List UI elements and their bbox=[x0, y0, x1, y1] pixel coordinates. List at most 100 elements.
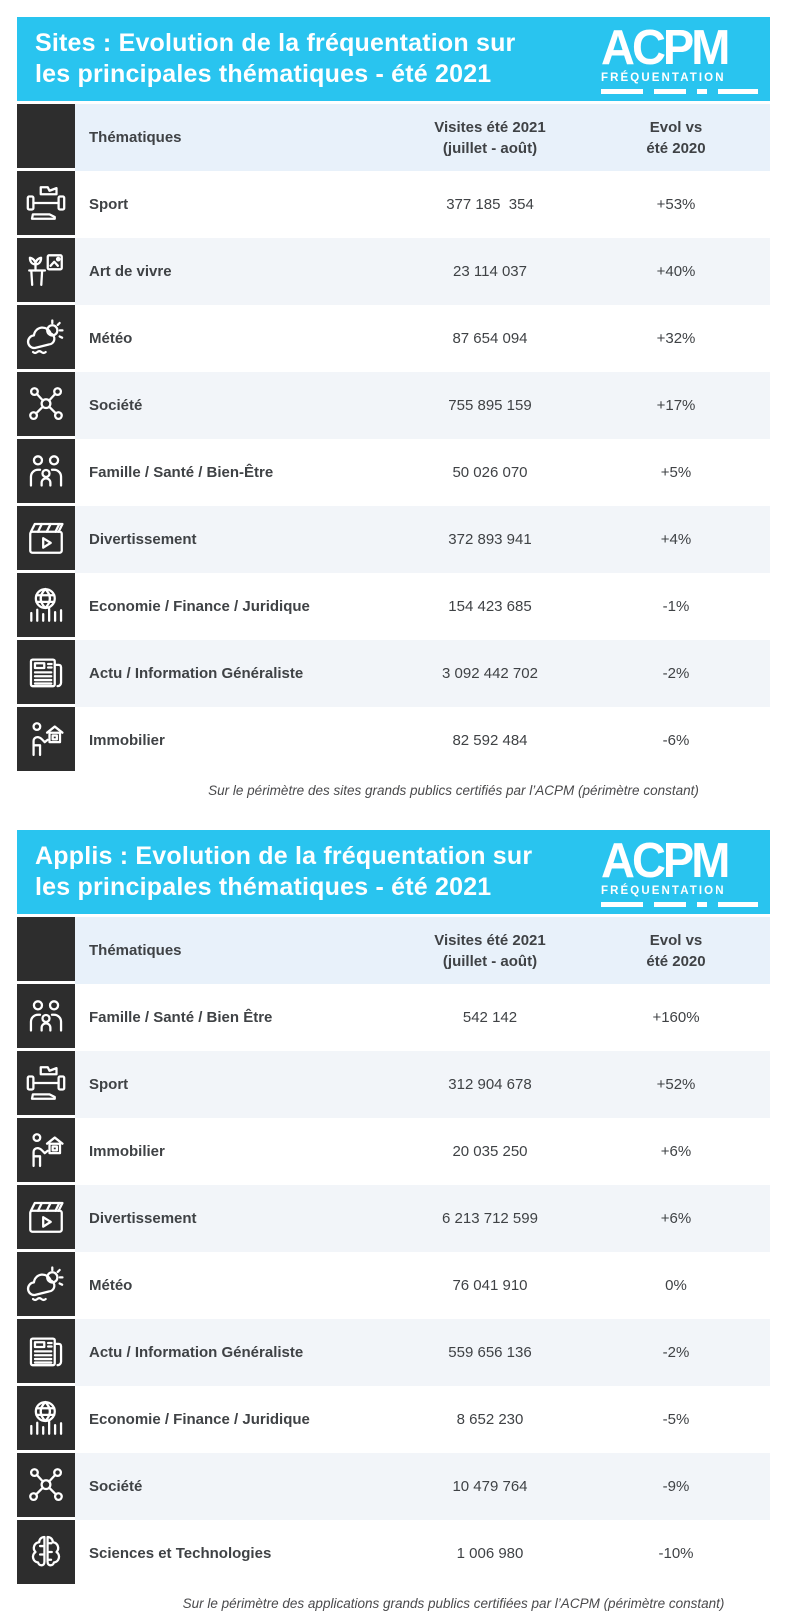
title-line-2: les principales thématiques - été 2021 bbox=[35, 60, 492, 88]
title-line-1: Applis : Evolution de la fréquentation s… bbox=[35, 842, 533, 870]
thematic-label: Immobilier bbox=[89, 732, 165, 749]
visits-value: 6 213 712 599 bbox=[442, 1210, 538, 1227]
thematic-label: Météo bbox=[89, 1277, 133, 1294]
evol-value: +160% bbox=[652, 1009, 700, 1026]
table-row: Famille / Santé / Bien-Être 50 026 070 +… bbox=[17, 439, 770, 506]
visits-value: 154 423 685 bbox=[448, 598, 532, 615]
acpm-logo-subtext: FRÉQUENTATION bbox=[601, 71, 726, 84]
acpm-logo: ACPM FRÉQUENTATION bbox=[601, 18, 764, 94]
sites-table: Sites : Evolution de la fréquentation su… bbox=[17, 0, 770, 806]
thematiques-column-header: Thématiques bbox=[89, 942, 182, 959]
corner-cell bbox=[17, 104, 75, 171]
evol-value: -10% bbox=[658, 1545, 694, 1562]
table-row: Météo 87 654 094 +32% bbox=[17, 305, 770, 372]
visits-value: 10 479 764 bbox=[452, 1478, 528, 1495]
table-row: Divertissement 6 213 712 599 +6% bbox=[17, 1185, 770, 1252]
evol-value: -1% bbox=[662, 598, 690, 615]
evol-value: +52% bbox=[656, 1076, 696, 1093]
table-row: Economie / Finance / Juridique 8 652 230… bbox=[17, 1386, 770, 1453]
evol-value: -5% bbox=[662, 1411, 690, 1428]
title-line-2: les principales thématiques - été 2021 bbox=[35, 873, 492, 901]
table-row: Sport 312 904 678 +52% bbox=[17, 1051, 770, 1118]
applis-header-band: Applis : Evolution de la fréquentation s… bbox=[17, 830, 770, 914]
meteo-icon bbox=[25, 1263, 67, 1305]
evol-value: -2% bbox=[662, 665, 690, 682]
evol-value: 0% bbox=[665, 1277, 687, 1294]
acpm-logo-text: ACPM bbox=[601, 831, 730, 887]
divertissement-icon bbox=[25, 517, 67, 559]
evol-value: -2% bbox=[662, 1344, 690, 1361]
sport-icon bbox=[25, 1062, 67, 1104]
table-row: Sciences et Technologies 1 006 980 -10% bbox=[17, 1520, 770, 1587]
thematic-label: Immobilier bbox=[89, 1143, 165, 1160]
evol-value: +40% bbox=[656, 263, 696, 280]
table-row: Art de vivre 23 114 037 +40% bbox=[17, 238, 770, 305]
table-row: Météo 76 041 910 0% bbox=[17, 1252, 770, 1319]
applis-table: Applis : Evolution de la fréquentation s… bbox=[17, 830, 770, 1619]
actu-icon bbox=[25, 651, 67, 693]
thematic-label: Art de vivre bbox=[89, 263, 172, 280]
thematic-label: Société bbox=[89, 1478, 143, 1495]
acpm-logo-dashes bbox=[601, 901, 758, 907]
visits-value: 87 654 094 bbox=[452, 330, 528, 347]
evol-value: +5% bbox=[660, 464, 692, 481]
title-line-1: Sites : Evolution de la fréquentation su… bbox=[35, 29, 516, 57]
sport-icon bbox=[25, 182, 67, 224]
visits-value: 542 142 bbox=[462, 1009, 518, 1026]
sites-column-headers: Thématiques Visites été 2021 (juillet - … bbox=[17, 104, 770, 171]
sites-rows: Sport 377 185 354 +53% Art de vivre 23 1… bbox=[17, 171, 770, 774]
thematic-label: Météo bbox=[89, 330, 133, 347]
acpm-logo-dashes bbox=[601, 88, 758, 94]
table-row: Société 755 895 159 +17% bbox=[17, 372, 770, 439]
visits-value: 312 904 678 bbox=[448, 1076, 532, 1093]
actu-icon bbox=[25, 1330, 67, 1372]
table-row: Société 10 479 764 -9% bbox=[17, 1453, 770, 1520]
table-row: Actu / Information Généraliste 3 092 442… bbox=[17, 640, 770, 707]
visits-value: 3 092 442 702 bbox=[442, 665, 538, 682]
immobilier-icon bbox=[25, 1129, 67, 1171]
visits-value: 23 114 037 bbox=[453, 263, 527, 280]
visits-value: 20 035 250 bbox=[452, 1143, 528, 1160]
visits-value: 50 026 070 bbox=[452, 464, 528, 481]
thematic-label: Divertissement bbox=[89, 1210, 197, 1227]
thematic-label: Economie / Finance / Juridique bbox=[89, 598, 310, 615]
applis-title: Applis : Evolution de la fréquentation s… bbox=[35, 841, 532, 903]
table-row: Sport 377 185 354 +53% bbox=[17, 171, 770, 238]
visits-value: 8 652 230 bbox=[456, 1411, 524, 1428]
sciences-icon bbox=[25, 1531, 67, 1573]
thematic-label: Divertissement bbox=[89, 531, 197, 548]
sites-title: Sites : Evolution de la fréquentation su… bbox=[35, 28, 515, 90]
visits-value: 559 656 136 bbox=[448, 1344, 532, 1361]
famille-icon bbox=[25, 995, 67, 1037]
immobilier-icon bbox=[25, 718, 67, 760]
table-row: Famille / Santé / Bien Être 542 142 +160… bbox=[17, 984, 770, 1051]
thematic-label: Actu / Information Généraliste bbox=[89, 665, 304, 682]
meteo-icon bbox=[25, 316, 67, 358]
visits-value: 377 185 354 bbox=[446, 196, 534, 213]
evol-value: +17% bbox=[656, 397, 696, 414]
societe-icon bbox=[25, 1464, 67, 1506]
table-row: Immobilier 20 035 250 +6% bbox=[17, 1118, 770, 1185]
thematic-label: Sport bbox=[89, 1076, 129, 1093]
acpm-logo: ACPM FRÉQUENTATION bbox=[601, 831, 764, 907]
visits-value: 76 041 910 bbox=[452, 1277, 528, 1294]
table-row: Divertissement 372 893 941 +4% bbox=[17, 506, 770, 573]
applis-column-headers: Thématiques Visites été 2021 (juillet - … bbox=[17, 917, 770, 984]
table-row: Immobilier 82 592 484 -6% bbox=[17, 707, 770, 774]
sites-header-band: Sites : Evolution de la fréquentation su… bbox=[17, 17, 770, 101]
evol-value: +6% bbox=[660, 1143, 692, 1160]
evol-value: +4% bbox=[660, 531, 692, 548]
visits-column-header: Visites été 2021 (juillet - août) bbox=[434, 931, 546, 970]
visits-value: 755 895 159 bbox=[448, 397, 532, 414]
evol-value: +53% bbox=[656, 196, 696, 213]
visits-value: 82 592 484 bbox=[452, 732, 528, 749]
acpm-logo-text: ACPM bbox=[601, 18, 730, 74]
applis-footnote: Sur le périmètre des applications grands… bbox=[182, 1596, 725, 1611]
table-row: Economie / Finance / Juridique 154 423 6… bbox=[17, 573, 770, 640]
thematic-label: Sciences et Technologies bbox=[89, 1545, 272, 1562]
evol-value: +32% bbox=[656, 330, 696, 347]
art-de-vivre-icon bbox=[25, 249, 67, 291]
thematiques-column-header: Thématiques bbox=[89, 129, 182, 146]
economie-icon bbox=[25, 584, 67, 626]
visits-column-header: Visites été 2021 (juillet - août) bbox=[434, 118, 546, 157]
